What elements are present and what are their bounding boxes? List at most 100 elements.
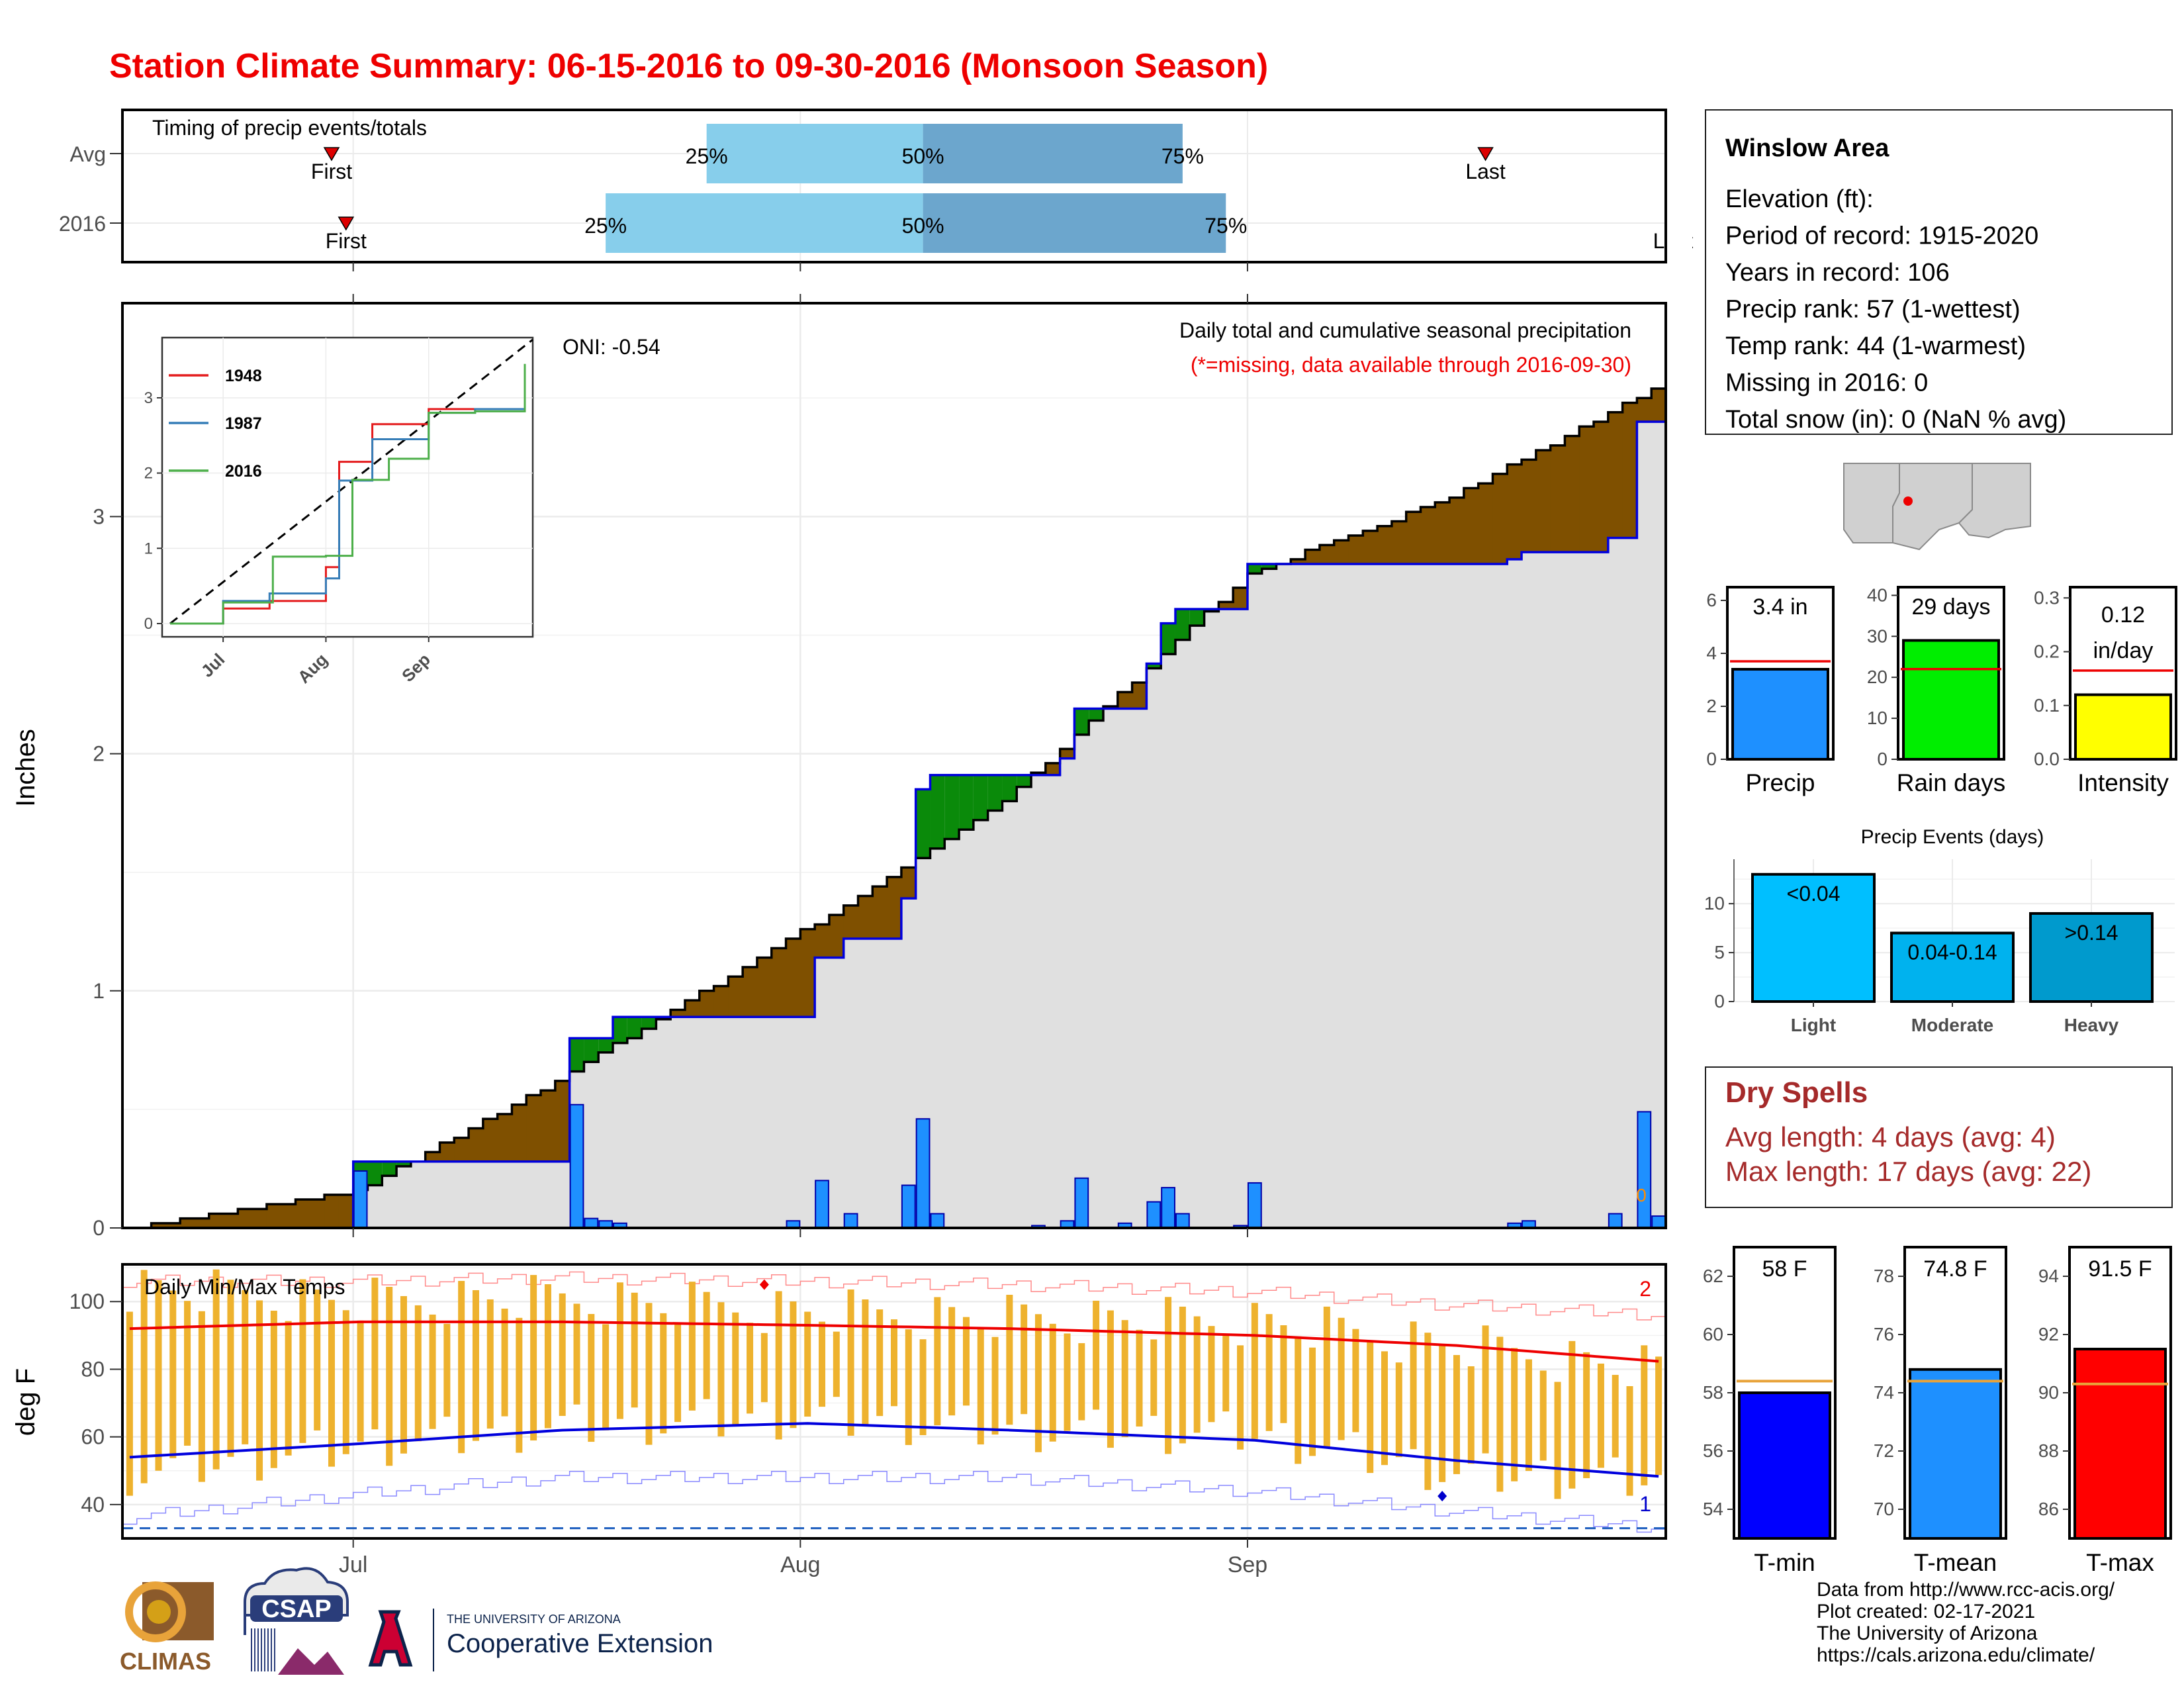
below-average-area bbox=[482, 1119, 498, 1162]
below-average-area bbox=[858, 896, 873, 939]
dry-spells-title: Dry Spells bbox=[1725, 1076, 1868, 1109]
tmax-summary-tick-label: 94 bbox=[2038, 1266, 2059, 1286]
below-average-area bbox=[843, 905, 859, 939]
record-min-count: 1 bbox=[1639, 1492, 1651, 1516]
credits-block: Data from http://www.rcc-acis.org/ Plot … bbox=[1817, 1579, 2115, 1666]
daily-temp-bar bbox=[1352, 1329, 1359, 1432]
cumulative-fill bbox=[1175, 609, 1191, 1228]
events-tick-label: 0 bbox=[1714, 991, 1725, 1011]
inset-y-tick-label: 3 bbox=[144, 389, 153, 407]
cumulative-fill bbox=[1348, 564, 1363, 1228]
cumulative-fill bbox=[1045, 774, 1061, 1228]
below-average-area bbox=[872, 886, 887, 939]
cumulative-fill bbox=[1233, 609, 1248, 1228]
cumulative-fill bbox=[410, 1161, 426, 1228]
timing-bar-q2 bbox=[923, 193, 1226, 253]
ua-logo-big-text: Cooperative Extension bbox=[447, 1629, 713, 1658]
cumulative-fill bbox=[1420, 564, 1435, 1228]
record-max-count: 2 bbox=[1639, 1277, 1651, 1301]
cumulative-fill bbox=[699, 1017, 715, 1228]
temp-y-tick-label: 80 bbox=[81, 1357, 105, 1381]
cumulative-fill bbox=[439, 1161, 455, 1228]
climas-logo-text: CLIMAS bbox=[120, 1648, 211, 1675]
dry-spells-box bbox=[1705, 1066, 2173, 1208]
daily-temp-bar bbox=[645, 1303, 653, 1445]
below-average-area bbox=[266, 1204, 282, 1228]
timing-row-label: 2016 bbox=[59, 212, 106, 236]
above-average-area bbox=[1204, 609, 1219, 612]
daily-temp-bar bbox=[299, 1279, 306, 1443]
cumulative-2016-line bbox=[122, 420, 1666, 1229]
timing-clip bbox=[1666, 110, 1692, 262]
daily-temp-bar bbox=[1093, 1300, 1100, 1410]
event-bar bbox=[1751, 872, 1876, 1004]
above-average-area bbox=[569, 1038, 585, 1072]
daily-temp-bar bbox=[616, 1282, 623, 1419]
below-average-area bbox=[1045, 763, 1061, 775]
event-category-label: Moderate bbox=[1911, 1015, 1993, 1035]
timing-label-25: 25% bbox=[584, 214, 627, 238]
daily-temp-bar bbox=[991, 1336, 999, 1435]
daily-temp-bar bbox=[1453, 1354, 1460, 1474]
event-bar-label: 0.04-0.14 bbox=[1907, 941, 1997, 964]
cumulative-fill bbox=[771, 1017, 787, 1228]
station-info-line: Missing in 2016: 0 bbox=[1725, 369, 1928, 397]
tmin-summary-tick-label: 58 bbox=[1703, 1382, 1723, 1403]
daily-temp-bar bbox=[1367, 1340, 1374, 1474]
timing-label-75: 75% bbox=[1161, 144, 1204, 168]
daily-temp-bar bbox=[1496, 1336, 1504, 1492]
below-average-area bbox=[684, 1000, 700, 1017]
last-marker bbox=[1477, 147, 1494, 162]
locator-map bbox=[1841, 459, 2031, 563]
daily-temp-bar bbox=[717, 1302, 725, 1436]
daily-temp-bar bbox=[1107, 1310, 1114, 1448]
timing-bar-q2 bbox=[923, 124, 1183, 183]
cumulative-fill bbox=[1492, 564, 1508, 1228]
below-average-area bbox=[252, 1209, 267, 1228]
month-tick-label: Aug bbox=[780, 1552, 821, 1577]
temp-y-tick-label: 40 bbox=[81, 1493, 105, 1517]
daily-temp-bar bbox=[775, 1291, 782, 1440]
credit-line: Plot created: 02-17-2021 bbox=[1817, 1601, 2036, 1622]
timing-row-label: Avg bbox=[69, 142, 106, 166]
above-average-area bbox=[1146, 663, 1161, 669]
daily-temp-bar bbox=[140, 1270, 148, 1483]
daily-precip-bar bbox=[569, 1103, 584, 1229]
below-average-area bbox=[223, 1213, 238, 1228]
station-info-line: Elevation (ft): bbox=[1725, 185, 1874, 213]
cumulative-fill bbox=[1594, 552, 1609, 1228]
daily-temp-bar bbox=[126, 1311, 133, 1496]
above-average-area bbox=[1261, 564, 1277, 569]
below-average-area bbox=[526, 1095, 541, 1162]
below-average-area bbox=[1522, 459, 1537, 553]
intensity-summary-value-bar bbox=[2074, 693, 2172, 761]
cumulative-fill bbox=[497, 1161, 513, 1228]
cumulative-fill bbox=[1535, 552, 1551, 1228]
cumulative-fill bbox=[1406, 564, 1422, 1228]
cumulative-fill bbox=[1146, 663, 1161, 1228]
tmean-summary-tick-label: 72 bbox=[1874, 1440, 1894, 1461]
cumulative-fill bbox=[1651, 422, 1666, 1228]
cumulative-fill bbox=[684, 1017, 700, 1228]
cumulative-fill bbox=[930, 774, 945, 1228]
cumulative-fill bbox=[425, 1161, 441, 1228]
cumulative-fill bbox=[541, 1161, 556, 1228]
below-average-area bbox=[310, 1199, 325, 1228]
cumulative-fill bbox=[728, 1017, 743, 1228]
cumulative-fill bbox=[1218, 609, 1234, 1228]
event-category-label: Heavy bbox=[2064, 1015, 2119, 1035]
page-title: Station Climate Summary: 06-15-2016 to 0… bbox=[109, 47, 1269, 85]
first-marker bbox=[323, 147, 340, 162]
cumulative-fill bbox=[1319, 564, 1335, 1228]
below-average-area bbox=[1622, 402, 1638, 538]
inset-legend-label: 1987 bbox=[225, 414, 262, 433]
cumulative-fill bbox=[1017, 774, 1032, 1228]
daily-temp-bar bbox=[660, 1313, 667, 1434]
cumulative-fill bbox=[482, 1161, 498, 1228]
tmin-summary: 54 56 58 60 62 58 F T-min bbox=[1703, 1246, 1837, 1576]
inset-y-tick-label: 2 bbox=[144, 465, 153, 483]
station-info-line: Period of record: 1915-2020 bbox=[1725, 222, 2038, 250]
below-average-area bbox=[728, 976, 743, 1017]
above-average-area bbox=[915, 789, 931, 859]
